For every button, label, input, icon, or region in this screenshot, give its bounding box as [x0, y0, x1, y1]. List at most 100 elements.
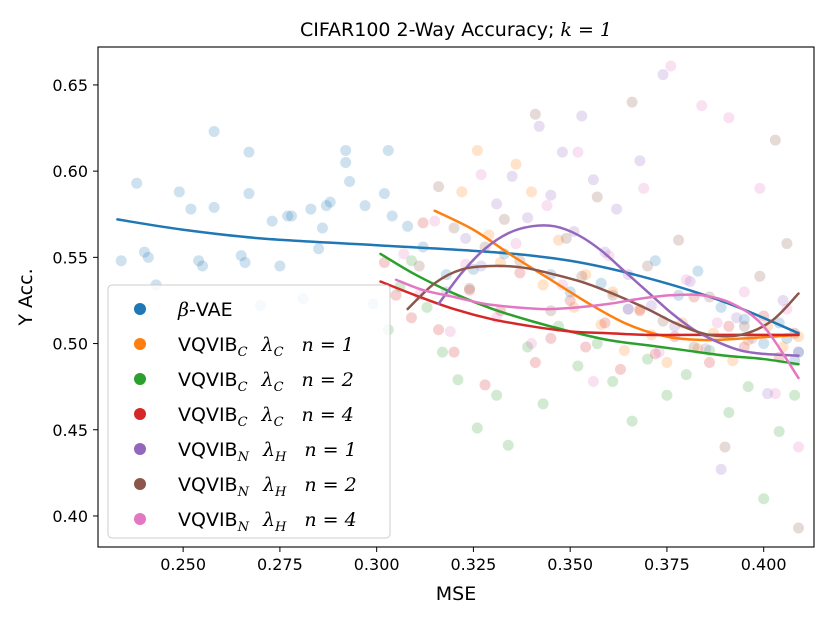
data-point	[591, 191, 603, 203]
data-point	[572, 146, 584, 158]
data-point	[715, 463, 727, 475]
data-point	[340, 144, 352, 156]
data-point	[405, 255, 417, 267]
data-point	[196, 260, 208, 272]
data-point	[421, 301, 433, 313]
data-point	[661, 357, 673, 369]
data-point	[444, 325, 456, 337]
y-tick-label: 0.65	[52, 76, 88, 95]
legend-label: VQVIBC λC n = 2	[178, 369, 354, 395]
fit-line	[379, 252, 800, 366]
data-point	[433, 181, 445, 193]
data-point	[398, 248, 410, 260]
data-point	[642, 353, 654, 365]
data-point	[479, 379, 491, 391]
data-point	[754, 270, 766, 282]
data-point	[781, 303, 793, 315]
data-point	[193, 255, 205, 267]
data-point	[274, 260, 286, 272]
data-point	[316, 222, 328, 234]
fit-line	[379, 280, 800, 337]
data-point	[208, 125, 220, 137]
data-point	[738, 313, 750, 325]
data-point	[537, 398, 549, 410]
data-point	[522, 341, 534, 353]
data-point	[692, 265, 704, 277]
data-point	[359, 200, 371, 212]
data-point	[580, 341, 592, 353]
data-point	[738, 320, 750, 332]
data-point	[769, 134, 781, 146]
data-point	[553, 234, 565, 246]
data-point	[173, 186, 185, 198]
legend: β-VAE VQVIBC λC n = 1 VQVIBC λC n = 2 VQVIBC λC n…	[107, 284, 391, 539]
x-tick-label: 0.400	[741, 555, 787, 574]
data-point	[607, 375, 619, 387]
data-point	[704, 357, 716, 369]
data-point	[723, 407, 735, 419]
data-point	[436, 346, 448, 358]
chart-title-math: k = 1	[560, 19, 612, 41]
fit-line	[437, 224, 800, 357]
data-point	[545, 189, 557, 201]
data-point	[595, 277, 607, 289]
data-point	[665, 60, 677, 72]
data-point	[324, 196, 336, 208]
data-point	[313, 243, 325, 255]
legend-label: VQVIBC λC n = 4	[178, 404, 354, 430]
data-point	[305, 203, 317, 215]
data-point	[564, 294, 576, 306]
data-point	[762, 388, 774, 400]
data-point	[529, 108, 541, 120]
chart-title-text: CIFAR100 2-Way Accuracy;	[300, 19, 560, 41]
legend-label: VQVIBN λH n = 4	[178, 509, 357, 535]
legend-label: VQVIBN λH n = 1	[178, 439, 357, 465]
data-point	[576, 110, 588, 122]
data-point	[475, 169, 487, 181]
data-point	[131, 177, 143, 189]
data-point	[560, 232, 572, 244]
data-point	[742, 381, 754, 393]
legend-marker	[134, 513, 146, 525]
data-point	[405, 312, 417, 324]
data-point	[525, 338, 537, 350]
data-point	[680, 369, 692, 381]
data-point	[266, 215, 278, 227]
data-point	[541, 200, 553, 212]
data-point	[587, 174, 599, 186]
data-point	[723, 112, 735, 124]
legend-marker	[134, 478, 146, 490]
legend-label: VQVIBN λH n = 2	[178, 474, 357, 500]
legend-marker	[134, 338, 146, 350]
data-point	[378, 188, 390, 200]
data-point	[115, 255, 127, 267]
data-point	[522, 212, 534, 224]
data-point	[591, 338, 603, 350]
data-point	[731, 312, 743, 324]
data-point	[611, 203, 623, 215]
data-point	[390, 289, 402, 301]
data-point	[448, 346, 460, 358]
data-point	[382, 144, 394, 156]
data-point	[491, 198, 503, 210]
legend-marker	[134, 303, 146, 315]
data-point	[688, 341, 700, 353]
data-point	[649, 348, 661, 360]
data-point	[769, 388, 781, 400]
legend-label: VQVIBC λC n = 1	[178, 334, 354, 360]
data-point	[471, 144, 483, 156]
data-point	[545, 305, 557, 317]
x-tick-label: 0.350	[547, 555, 593, 574]
data-point	[456, 186, 468, 198]
y-tick-label: 0.60	[52, 162, 88, 181]
data-point	[464, 282, 476, 294]
data-point	[719, 441, 731, 453]
data-point	[537, 279, 549, 291]
data-point	[642, 260, 654, 272]
data-point	[235, 250, 247, 262]
data-point	[576, 270, 588, 282]
data-point	[452, 374, 464, 386]
data-point	[738, 286, 750, 298]
data-point	[429, 215, 441, 227]
data-point	[599, 317, 611, 329]
